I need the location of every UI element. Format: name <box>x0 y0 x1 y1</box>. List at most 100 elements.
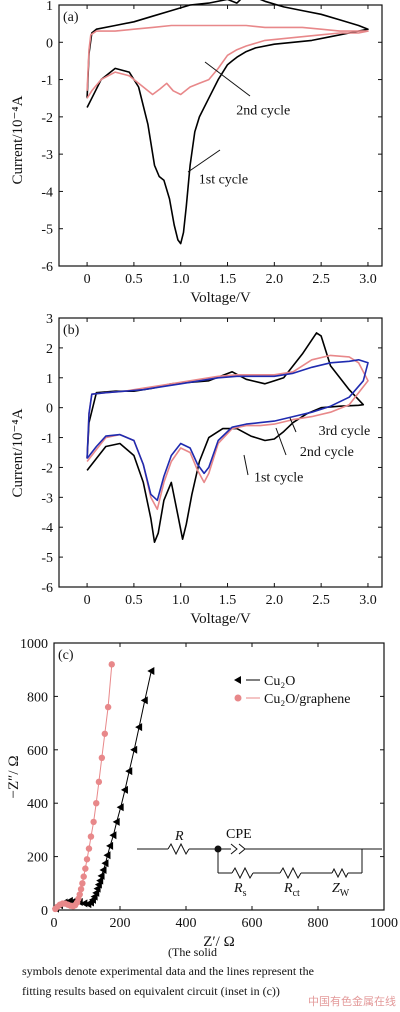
inset-label-cpe: CPE <box>226 827 252 842</box>
x-axis-label: Voltage/V <box>190 290 251 306</box>
fit-line-2 <box>54 664 113 910</box>
x-tick-label: 1.5 <box>219 272 237 287</box>
x-tick-label: 0 <box>84 272 91 287</box>
x-tick-label: 800 <box>308 916 329 931</box>
plot-frame <box>58 4 383 267</box>
annotation-label: 1st cycle <box>199 172 248 187</box>
x-tick-label: 0.5 <box>125 593 143 608</box>
x-axis-label: Z′/ Ω <box>203 934 235 950</box>
y-tick-label: 1 <box>46 372 53 387</box>
y-tick-label: -2 <box>41 111 53 126</box>
legend-marker <box>234 694 242 702</box>
data-point <box>98 754 106 762</box>
annotation-label: 2nd cycle <box>300 445 354 460</box>
watermark: 中国有色金属在线 <box>308 995 396 1008</box>
y-tick-label: 3 <box>46 312 53 327</box>
y-tick-label: -5 <box>41 551 53 566</box>
y-tick-label: 400 <box>27 797 48 812</box>
data-point <box>101 730 109 737</box>
x-tick-label: 1.0 <box>172 593 190 608</box>
data-point <box>87 833 95 840</box>
data-point <box>147 667 155 676</box>
data-point <box>140 696 148 705</box>
inset-label-rct: Rct <box>283 881 300 899</box>
data-point <box>83 856 91 863</box>
y-axis-label: Current/10⁻⁴A <box>10 408 26 497</box>
data-point <box>108 661 115 668</box>
data-point <box>85 845 93 852</box>
x-tick-label: 1.5 <box>219 593 237 608</box>
data-point <box>90 818 97 826</box>
data-point <box>95 778 103 786</box>
y-tick-label: -3 <box>41 491 53 506</box>
y-tick-label: 0 <box>41 904 48 919</box>
data-point <box>96 876 104 885</box>
y-tick-label: -6 <box>41 581 53 596</box>
series-line-2 <box>86 354 369 511</box>
y-tick-label: -4 <box>41 521 53 536</box>
data-point <box>93 800 100 807</box>
data-point <box>82 865 89 872</box>
data-point <box>116 803 124 812</box>
data-point <box>76 891 83 898</box>
data-point <box>135 723 143 732</box>
annotation-leader <box>204 61 251 97</box>
x-tick-label: 2.0 <box>266 272 284 287</box>
x-tick-label: 2.0 <box>266 593 284 608</box>
data-point <box>120 785 128 794</box>
warburg-element <box>331 867 349 879</box>
data-point <box>106 841 114 850</box>
resistor-Rs <box>231 866 254 880</box>
annotation-leader <box>187 149 221 173</box>
data-point <box>112 817 120 826</box>
x-tick-label: 3.0 <box>359 593 377 608</box>
annotation-label: 3rd cycle <box>319 424 371 439</box>
y-tick-label: -5 <box>41 223 53 238</box>
x-tick-label: 200 <box>110 916 131 931</box>
panel-3 <box>51 642 385 913</box>
y-axis-label: Current/10⁻⁴A <box>10 95 26 184</box>
plot-frame <box>53 642 385 911</box>
inset-label-rs: Rs <box>233 881 247 899</box>
inset-label-zw: ZW <box>332 881 350 899</box>
y-tick-label: 800 <box>27 690 48 705</box>
data-point <box>109 831 117 840</box>
x-axis-label: Voltage/V <box>190 611 251 627</box>
y-axis-label: −Z″/ Ω <box>6 756 22 799</box>
x-tick-label: 3.0 <box>359 272 377 287</box>
annotation-leader <box>243 454 249 476</box>
y-tick-label: 1 <box>46 0 53 14</box>
x-tick-label: 600 <box>242 916 263 931</box>
resistor-Rct <box>279 866 302 880</box>
panel-label: (a) <box>63 10 79 25</box>
y-tick-label: 1000 <box>20 637 48 652</box>
legend-label: Cu₂O/graphene <box>264 692 351 707</box>
inset-label-r: R <box>174 829 184 844</box>
data-point <box>80 899 88 908</box>
caption-line-3: fitting results based on equivalent circ… <box>22 984 280 998</box>
annotation-leader <box>275 427 287 456</box>
data-point <box>80 873 87 880</box>
series-line-2 <box>86 24 369 99</box>
series-line-1 <box>86 0 369 245</box>
data-point <box>125 767 133 776</box>
y-tick-label: 0 <box>46 36 53 51</box>
x-tick-label: 1000 <box>370 916 398 931</box>
data-point <box>103 851 111 860</box>
data-point <box>97 871 105 880</box>
legend-label: Cu₂O <box>264 674 295 689</box>
data-point <box>99 865 107 874</box>
y-tick-label: -1 <box>41 74 53 89</box>
panel-label: (c) <box>58 648 74 663</box>
data-point <box>104 703 112 711</box>
caption-line-1: (The solid <box>168 945 217 959</box>
y-tick-label: -2 <box>41 461 53 476</box>
series-line-3 <box>86 359 369 502</box>
annotation-leader <box>289 417 297 433</box>
x-tick-label: 2.5 <box>312 272 330 287</box>
x-tick-label: 0 <box>51 916 58 931</box>
panel-label: (b) <box>63 323 80 338</box>
panel-2 <box>58 317 383 588</box>
legend-marker <box>234 676 241 684</box>
